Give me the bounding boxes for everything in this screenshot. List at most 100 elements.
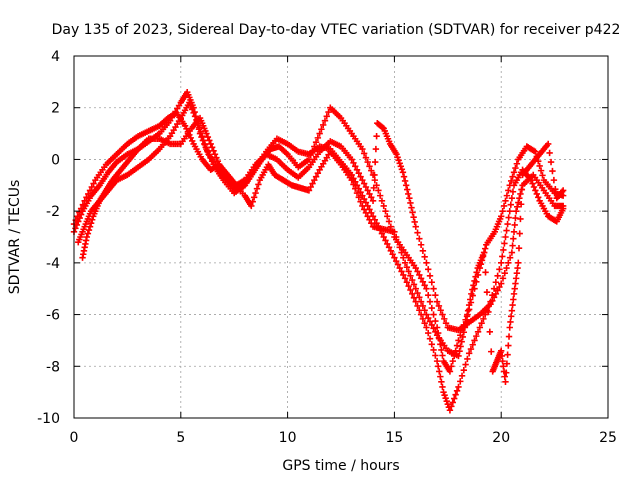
data-point (359, 145, 366, 153)
data-point (513, 160, 521, 167)
data-point (412, 264, 419, 272)
data-point (416, 307, 423, 314)
data-point (423, 311, 430, 318)
data-point (378, 197, 386, 204)
data-point (385, 244, 393, 251)
data-point (366, 163, 373, 170)
data-point (394, 238, 402, 246)
data-point (382, 237, 389, 244)
data-point (81, 197, 88, 204)
data-point (490, 294, 498, 301)
data-point (216, 161, 223, 168)
data-point (402, 182, 410, 189)
data-point (411, 218, 418, 226)
data-point (364, 213, 371, 220)
data-point (428, 304, 435, 312)
data-point (203, 130, 210, 137)
data-point (384, 240, 391, 248)
data-point (320, 121, 327, 129)
data-point (405, 190, 412, 198)
data-point (490, 285, 498, 292)
data-point (218, 168, 226, 175)
data-point (414, 268, 421, 275)
data-point (87, 220, 95, 227)
data-point (503, 227, 510, 234)
data-point (392, 257, 400, 265)
data-point (559, 187, 567, 194)
data-point (252, 189, 259, 197)
data-point (255, 181, 262, 188)
data-point (438, 378, 445, 385)
data-point (453, 387, 461, 395)
data-point (458, 372, 466, 379)
data-point (506, 207, 513, 215)
data-point (515, 259, 522, 267)
data-point (428, 341, 435, 348)
data-point (442, 319, 450, 327)
data-point (364, 158, 371, 166)
grid-lines (74, 56, 608, 418)
data-point (426, 335, 434, 342)
data-point (428, 279, 435, 286)
data-point (380, 233, 387, 241)
data-point (312, 138, 320, 146)
data-point (485, 308, 492, 316)
data-point (400, 271, 407, 279)
data-point (188, 106, 196, 113)
data-point (457, 343, 464, 350)
data-point (473, 332, 480, 340)
data-point (201, 141, 209, 148)
x-tick-label: 15 (385, 430, 403, 446)
data-point (409, 276, 416, 284)
data-point (207, 140, 214, 148)
data-point (515, 245, 523, 252)
data-point (476, 324, 484, 331)
data-point (500, 202, 508, 210)
data-point (469, 341, 476, 348)
data-point (536, 162, 543, 170)
data-point (494, 287, 501, 294)
data-point (417, 298, 425, 305)
data-point (85, 226, 93, 234)
data-point (517, 201, 525, 208)
x-tick-label: 20 (492, 430, 510, 446)
data-point (400, 254, 407, 261)
data-point (412, 285, 419, 292)
data-point (190, 109, 197, 117)
data-point (530, 183, 538, 191)
data-point (460, 366, 468, 374)
data-point (439, 311, 446, 318)
data-point (508, 195, 516, 202)
data-point (79, 201, 87, 208)
data-point (500, 246, 507, 254)
data-point (511, 221, 518, 229)
data-point (437, 307, 444, 314)
data-point (481, 245, 489, 252)
data-point (510, 235, 517, 242)
data-point (416, 235, 423, 242)
data-point (197, 128, 204, 136)
data-point (465, 301, 473, 309)
x-tick-label: 25 (599, 430, 617, 446)
data-point (401, 275, 409, 282)
data-point (502, 197, 509, 204)
data-point (405, 268, 412, 275)
data-point (368, 220, 375, 227)
data-point (307, 183, 314, 191)
data-point (508, 249, 516, 256)
data-point (488, 348, 495, 355)
data-point (409, 209, 416, 216)
x-tick-label: 0 (70, 430, 79, 446)
data-point (398, 249, 405, 256)
data-point (423, 285, 430, 292)
data-point (362, 199, 370, 206)
data-point (417, 311, 425, 318)
data-points (70, 89, 567, 414)
data-point (502, 233, 509, 241)
data-point (312, 173, 320, 180)
data-point (362, 183, 370, 191)
data-point (468, 290, 475, 298)
data-point (421, 282, 428, 289)
data-point (432, 291, 439, 299)
data-point (249, 198, 256, 205)
